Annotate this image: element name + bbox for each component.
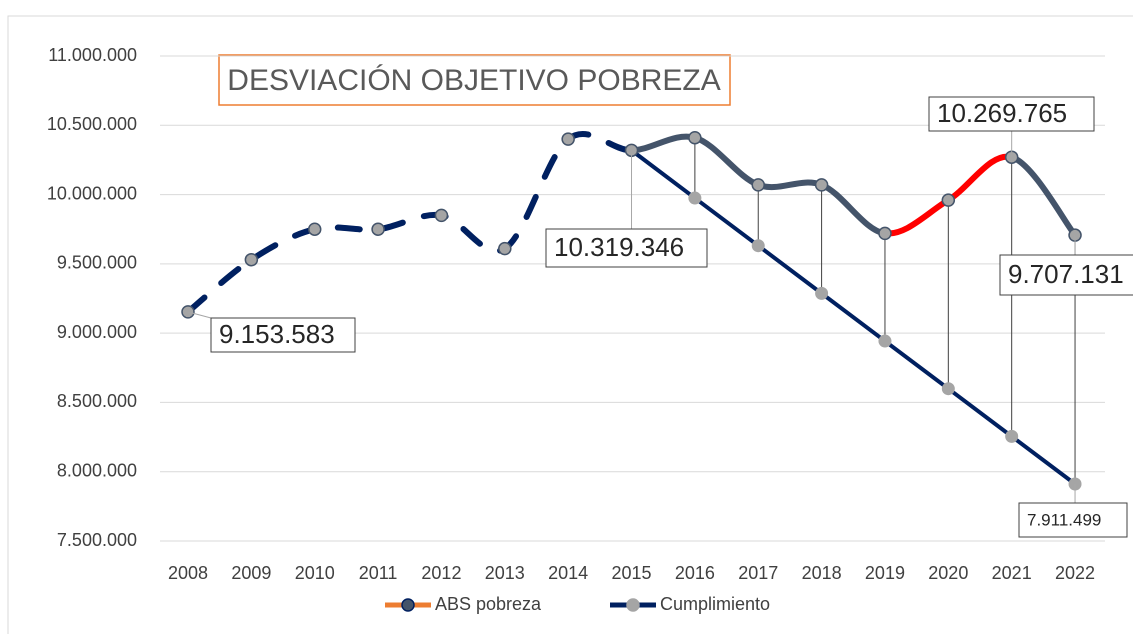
x-tick-label: 2013 bbox=[485, 563, 525, 583]
x-tick-label: 2016 bbox=[675, 563, 715, 583]
label-box bbox=[999, 254, 1133, 296]
label-box bbox=[928, 96, 1095, 132]
chart-title: DESVIACIÓN OBJETIVO POBREZA bbox=[227, 64, 720, 97]
x-tick-label: 2019 bbox=[865, 563, 905, 583]
marker bbox=[688, 131, 702, 145]
x-tick-label: 2017 bbox=[738, 563, 778, 583]
legend-label: Cumplimiento bbox=[660, 594, 770, 614]
series-line-segment bbox=[1008, 154, 1079, 239]
title-box bbox=[218, 54, 731, 106]
x-tick-label: 2009 bbox=[231, 563, 271, 583]
series-line-segment bbox=[185, 131, 635, 315]
marker bbox=[878, 334, 892, 348]
y-tick-label: 10.000.000 bbox=[47, 183, 137, 203]
x-tick-label: 2011 bbox=[359, 563, 398, 583]
data-label: 10.269.765 bbox=[937, 98, 1067, 128]
marker bbox=[498, 241, 512, 256]
marker bbox=[371, 222, 385, 236]
data-label: 10.319.346 bbox=[554, 232, 684, 262]
x-tick-label: 2018 bbox=[802, 563, 842, 583]
marker bbox=[434, 208, 449, 223]
marker bbox=[307, 222, 322, 236]
x-tick-label: 2012 bbox=[421, 563, 461, 583]
label-box bbox=[210, 317, 356, 353]
x-tick-label: 2021 bbox=[992, 563, 1032, 583]
x-tick-label: 2010 bbox=[295, 563, 335, 583]
y-tick-label: 10.500.000 bbox=[47, 114, 137, 134]
x-tick-label: 2014 bbox=[548, 563, 588, 583]
legend-marker bbox=[401, 598, 415, 612]
label-box bbox=[1018, 502, 1128, 538]
y-tick-label: 8.000.000 bbox=[57, 460, 137, 480]
leader-line bbox=[187, 311, 212, 319]
y-tick-label: 8.500.000 bbox=[57, 391, 137, 411]
y-tick-label: 7.500.000 bbox=[57, 530, 137, 550]
marker bbox=[561, 132, 575, 146]
label-box bbox=[545, 228, 708, 268]
marker bbox=[751, 178, 765, 192]
marker bbox=[941, 382, 955, 396]
y-tick-label: 9.500.000 bbox=[57, 253, 137, 273]
series-line bbox=[630, 148, 1077, 486]
y-tick-label: 11.000.000 bbox=[48, 45, 137, 65]
x-tick-label: 2020 bbox=[928, 563, 968, 583]
legend-label: ABS pobreza bbox=[435, 594, 542, 614]
legend-marker bbox=[626, 598, 640, 612]
x-tick-label: 2015 bbox=[611, 563, 651, 583]
x-tick-label: 2008 bbox=[168, 563, 208, 583]
marker bbox=[814, 178, 829, 192]
marker bbox=[688, 191, 702, 205]
marker bbox=[751, 239, 765, 253]
y-tick-label: 9.000.000 bbox=[57, 322, 137, 342]
marker bbox=[941, 193, 956, 207]
data-label: 9.707.131 bbox=[1008, 259, 1124, 289]
marker bbox=[878, 226, 892, 241]
data-label: 7.911.499 bbox=[1027, 510, 1101, 529]
marker bbox=[244, 252, 259, 267]
marker bbox=[1005, 429, 1019, 443]
marker bbox=[815, 286, 829, 300]
x-tick-label: 2022 bbox=[1055, 563, 1095, 583]
data-label: 9.153.583 bbox=[219, 319, 335, 349]
